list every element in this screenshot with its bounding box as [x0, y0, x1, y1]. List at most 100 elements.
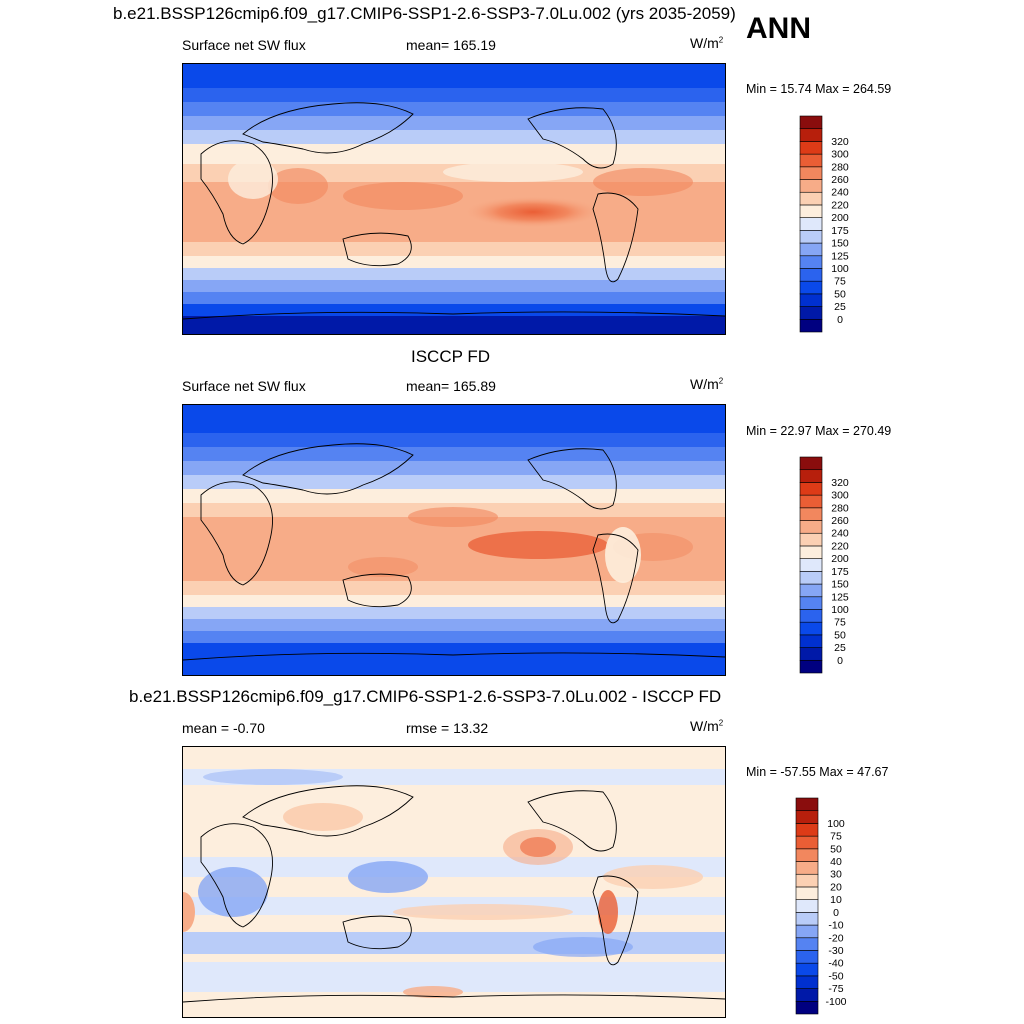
season-label: ANN — [746, 12, 811, 45]
colorbar2-box-0 — [799, 659, 823, 674]
colorbar2-box-9 — [799, 545, 823, 559]
panel1-variable-label: Surface net SW flux — [182, 37, 306, 53]
colorbar2-box-5 — [799, 596, 823, 610]
colorbar1-tick-label: 0 — [837, 314, 843, 326]
colorbar2-box-7 — [799, 571, 823, 585]
colorbar1-box-1 — [799, 306, 823, 320]
colorbar2-box-6 — [799, 583, 823, 598]
colorbar2-box-15 — [799, 469, 823, 483]
panel2-title: ISCCP FD — [411, 347, 491, 366]
colorbar1-box-15 — [799, 128, 823, 142]
colorbar2-tick-label: 125 — [831, 591, 849, 603]
colorbar1-tick-label: 200 — [831, 212, 849, 224]
colorbar1-tick-label: 125 — [831, 250, 849, 262]
colorbar1-box-14 — [799, 141, 823, 155]
panel1-map — [182, 63, 726, 335]
colorbar2-box-3 — [799, 621, 823, 636]
colorbar3-tick-label: 50 — [830, 843, 842, 855]
panel2-variable-label: Surface net SW flux — [182, 378, 306, 394]
colorbar3-tick-label: -20 — [828, 932, 843, 944]
colorbar1-box-11 — [799, 179, 823, 193]
colorbar2-box-16 — [799, 456, 823, 471]
colorbar1-tick-label: 240 — [831, 187, 849, 199]
colorbar1-box-4 — [799, 268, 823, 282]
colorbar2-tick-label: 240 — [831, 528, 849, 540]
colorbar2-box-10 — [799, 532, 823, 547]
colorbar1-box-13 — [799, 153, 823, 168]
colorbar3-box-11 — [795, 861, 819, 875]
colorbar3-box-5 — [795, 937, 819, 951]
colorbar3-tick-label: 0 — [833, 907, 839, 919]
colorbar1-tick-label: 100 — [831, 263, 849, 275]
panel3-colorbar: -100 -75 -50 -40 -30 -20 -10 0 10 20 30 40 50 75 100 — [795, 797, 860, 1015]
colorbar3-box-8 — [795, 899, 819, 913]
colorbar1-box-16 — [799, 115, 823, 130]
colorbar3-box-3 — [795, 962, 819, 977]
colorbar1-box-3 — [799, 280, 823, 295]
colorbar3-tick-label: 30 — [830, 869, 842, 881]
colorbar2-box-14 — [799, 482, 823, 496]
colorbar3-tick-label: 10 — [830, 894, 842, 906]
colorbar3-box-15 — [795, 810, 819, 824]
colorbar1-tick-label: 75 — [834, 276, 846, 288]
colorbar1-box-10 — [799, 191, 823, 206]
panel2-map — [182, 404, 726, 676]
panel3-mean-label: mean = -0.70 — [182, 720, 265, 736]
colorbar3-box-7 — [795, 912, 819, 926]
colorbar2-tick-label: 260 — [831, 515, 849, 527]
colorbar3-box-10 — [795, 873, 819, 888]
panel1-title: b.e21.BSSP126cmip6.f09_g17.CMIP6-SSP1-2.… — [113, 4, 736, 23]
colorbar3-tick-label: -30 — [828, 945, 843, 957]
panel1-mean-label: mean= 165.19 — [406, 37, 496, 53]
colorbar2-box-12 — [799, 507, 823, 521]
colorbar3-box-13 — [795, 835, 819, 850]
colorbar3-tick-label: -40 — [828, 958, 843, 970]
colorbar1-tick-label: 300 — [831, 149, 849, 161]
colorbar2-tick-label: 50 — [834, 629, 846, 641]
colorbar1-tick-label: 175 — [831, 225, 849, 237]
colorbar2-box-4 — [799, 609, 823, 623]
panel3-minmax-label: Min = -57.55 Max = 47.67 — [746, 765, 889, 779]
colorbar1-tick-label: 260 — [831, 174, 849, 186]
colorbar1-box-5 — [799, 255, 823, 269]
colorbar2-tick-label: 280 — [831, 502, 849, 514]
colorbar2-tick-label: 200 — [831, 553, 849, 565]
colorbar2-tick-label: 25 — [834, 642, 846, 654]
colorbar2-tick-label: 100 — [831, 604, 849, 616]
colorbar1-box-0 — [799, 318, 823, 333]
colorbar1-tick-label: 320 — [831, 136, 849, 148]
panel3-map — [182, 746, 726, 1018]
panel1-minmax-label: Min = 15.74 Max = 264.59 — [746, 82, 892, 96]
panel1-colorbar: 0 25 50 75 100 125 150 175 200 220 240 260 280 300 320 — [799, 115, 860, 333]
colorbar2-tick-label: 320 — [831, 477, 849, 489]
colorbar1-tick-label: 220 — [831, 199, 849, 211]
colorbar2-box-2 — [799, 634, 823, 648]
colorbar2-tick-label: 300 — [831, 490, 849, 502]
colorbar3-tick-label: -75 — [828, 983, 843, 995]
colorbar1-box-6 — [799, 242, 823, 257]
panel3-title: b.e21.BSSP126cmip6.f09_g17.CMIP6-SSP1-2.… — [129, 687, 722, 706]
colorbar3-box-1 — [795, 988, 819, 1002]
colorbar3-box-12 — [795, 848, 819, 862]
panel2-colorbar: 0 25 50 75 100 125 150 175 200 220 240 260 280 300 320 — [799, 456, 860, 674]
colorbar2-tick-label: 175 — [831, 566, 849, 578]
colorbar1-tick-label: 50 — [834, 288, 846, 300]
panel2-units-label: W/m2 — [690, 376, 724, 392]
colorbar1-tick-label: 280 — [831, 161, 849, 173]
colorbar3-tick-label: -10 — [828, 920, 843, 932]
colorbar3-box-14 — [795, 823, 819, 837]
colorbar3-box-16 — [795, 797, 819, 812]
panel2-minmax-label: Min = 22.97 Max = 270.49 — [746, 424, 892, 438]
colorbar2-box-8 — [799, 558, 823, 572]
colorbar1-tick-label: 150 — [831, 238, 849, 250]
colorbar1-box-2 — [799, 293, 823, 307]
panel3-units-label: W/m2 — [690, 718, 724, 734]
colorbar3-box-0 — [795, 1000, 819, 1015]
colorbar3-tick-label: -50 — [828, 970, 843, 982]
panel1-units-label: W/m2 — [690, 35, 724, 51]
panel2-mean-label: mean= 165.89 — [406, 378, 496, 394]
colorbar1-box-7 — [799, 230, 823, 244]
colorbar1-box-9 — [799, 204, 823, 218]
colorbar3-box-9 — [795, 886, 819, 900]
colorbar3-box-6 — [795, 924, 819, 939]
